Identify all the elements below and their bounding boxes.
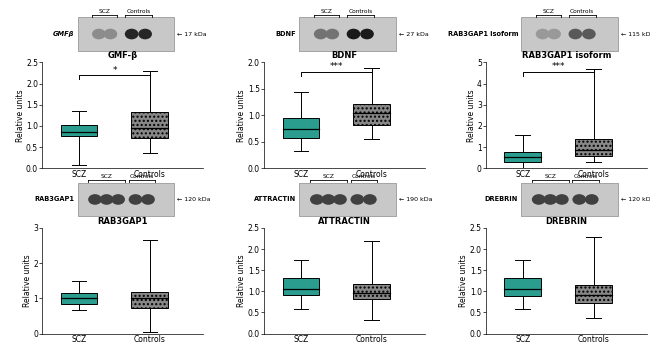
Y-axis label: Relative units: Relative units [16,89,25,142]
Bar [575,139,612,156]
Text: ← 120 kDa: ← 120 kDa [621,197,650,202]
Text: Controls: Controls [573,174,597,179]
Ellipse shape [125,29,138,39]
Text: ***: *** [551,62,565,71]
Ellipse shape [141,194,155,205]
Ellipse shape [350,194,364,205]
Ellipse shape [532,194,545,205]
Text: Controls: Controls [126,9,151,14]
Bar [300,17,396,51]
Ellipse shape [129,194,142,205]
Ellipse shape [103,29,117,39]
Text: SCZ: SCZ [544,174,556,179]
Title: ATTRACTIN: ATTRACTIN [318,217,371,226]
Ellipse shape [88,194,102,205]
Ellipse shape [360,29,374,39]
Text: ← 27 kDa: ← 27 kDa [399,31,429,36]
Text: SCZ: SCZ [542,9,554,14]
Text: *: * [112,66,117,74]
Text: ← 115 kDa: ← 115 kDa [621,31,650,36]
Text: Controls: Controls [348,9,372,14]
Ellipse shape [333,194,347,205]
Bar [60,125,98,137]
Text: SCZ: SCZ [320,9,332,14]
Bar [77,183,174,216]
Ellipse shape [92,29,106,39]
Ellipse shape [363,194,377,205]
Title: RAB3GAP1: RAB3GAP1 [98,217,148,226]
Text: GMFβ: GMFβ [53,31,74,37]
Text: ← 17 kDa: ← 17 kDa [177,31,207,36]
Bar [504,152,541,162]
Y-axis label: Relative units: Relative units [467,89,476,142]
Ellipse shape [326,29,339,39]
Bar [131,112,168,138]
Y-axis label: Relative units: Relative units [460,255,468,307]
Ellipse shape [569,29,582,39]
Bar [283,118,319,138]
Bar [131,292,168,308]
Ellipse shape [322,194,335,205]
Y-axis label: Relative units: Relative units [23,255,32,307]
Text: SCZ: SCZ [101,174,112,179]
Text: Controls: Controls [570,9,594,14]
Ellipse shape [555,194,569,205]
Bar [354,284,390,299]
Ellipse shape [582,29,595,39]
Title: RAB3GAP1 isoform: RAB3GAP1 isoform [522,51,611,60]
Y-axis label: Relative units: Relative units [237,89,246,142]
Ellipse shape [138,29,152,39]
Bar [521,17,618,51]
Text: SCZ: SCZ [322,174,334,179]
Ellipse shape [99,194,113,205]
Text: DREBRIN: DREBRIN [485,197,518,203]
Ellipse shape [314,29,328,39]
Bar [300,183,396,216]
Ellipse shape [573,194,586,205]
Bar [60,293,98,304]
Title: BDNF: BDNF [332,51,358,60]
Text: Controls: Controls [129,174,154,179]
Text: RAB3GAP1 isoform: RAB3GAP1 isoform [447,31,518,37]
Ellipse shape [346,29,360,39]
Bar [354,104,390,125]
Text: ***: *** [330,62,343,71]
Text: ATTRACTIN: ATTRACTIN [254,197,296,203]
Bar [521,183,618,216]
Bar [575,285,612,303]
Text: RAB3GAP1: RAB3GAP1 [34,197,74,203]
Text: Controls: Controls [352,174,376,179]
Ellipse shape [585,194,599,205]
Text: SCZ: SCZ [99,9,110,14]
Bar [77,17,174,51]
Title: GMF-β: GMF-β [107,51,138,60]
Title: DREBRIN: DREBRIN [545,217,588,226]
Bar [504,278,541,297]
Ellipse shape [543,194,557,205]
Bar [283,278,319,295]
Ellipse shape [310,194,324,205]
Text: ← 120 kDa: ← 120 kDa [177,197,211,202]
Text: BDNF: BDNF [276,31,296,37]
Ellipse shape [111,194,125,205]
Text: ← 190 kDa: ← 190 kDa [399,197,433,202]
Y-axis label: Relative units: Relative units [237,255,246,307]
Ellipse shape [547,29,561,39]
Ellipse shape [536,29,549,39]
